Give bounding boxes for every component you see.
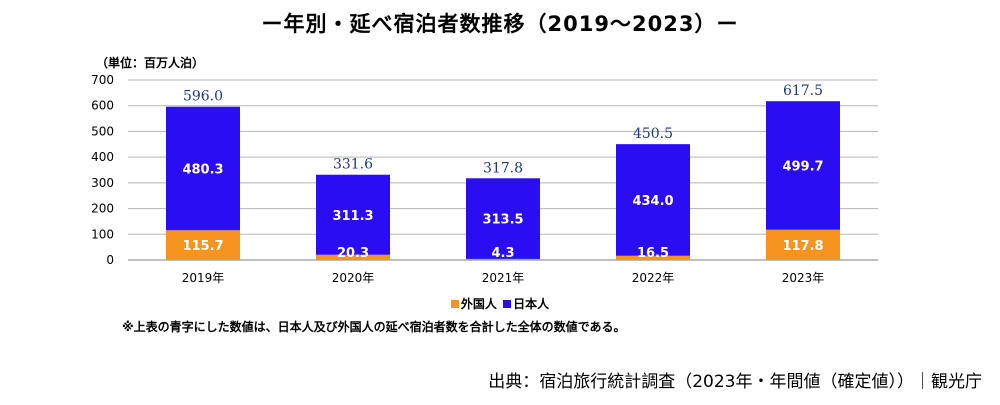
bar-segment-foreign — [466, 258, 540, 260]
data-label-japanese: 313.5 — [482, 213, 523, 228]
legend-item-japanese: 日本人 — [503, 295, 549, 312]
data-label-japanese: 311.3 — [332, 209, 373, 224]
y-tick-label: 600 — [91, 99, 114, 113]
bar-segment-japanese — [166, 106, 240, 231]
y-tick-label: 700 — [91, 73, 114, 87]
source-credit: 出典：宿泊旅行統計調査（2023年・年間値（確定値））｜観光庁 — [488, 372, 982, 392]
bar-chart: 0 100 200 300 400 500 600 700 115.7 480.3 596.0 201… — [91, 73, 878, 285]
chart-title: ー年別・延べ宿泊者数推移（2019～2023）ー — [261, 12, 739, 36]
x-tick-label: 2022年 — [632, 271, 675, 285]
legend: 外国人 日本人 — [0, 295, 1000, 312]
data-label-japanese: 434.0 — [632, 194, 673, 209]
legend-label-japanese: 日本人 — [513, 297, 550, 311]
bar-segment-japanese — [466, 178, 540, 259]
footnote: ※上表の青字にした数値は、日本人及び外国人の延べ宿泊者数を合計した全体の数値であ… — [122, 320, 626, 334]
bar-segment-japanese — [316, 174, 390, 255]
total-label: 596.0 — [183, 89, 223, 105]
bar-segment-japanese — [616, 144, 690, 256]
x-tick-label: 2019年 — [182, 271, 225, 285]
y-tick-label: 200 — [91, 202, 114, 216]
data-label-foreign: 16.5 — [637, 246, 669, 261]
legend-item-foreign: 外国人 — [450, 295, 497, 312]
y-tick-label: 500 — [91, 124, 114, 138]
total-label: 450.5 — [633, 126, 673, 142]
total-label: 331.6 — [333, 157, 373, 173]
x-tick-label: 2020年 — [332, 271, 375, 285]
data-label-foreign: 20.3 — [337, 246, 369, 261]
y-tick-label: 400 — [91, 150, 114, 164]
bar-segment-foreign — [616, 255, 690, 260]
data-label-foreign: 115.7 — [182, 239, 223, 254]
legend-swatch-japanese — [503, 299, 512, 308]
bar-segment-foreign — [166, 230, 240, 260]
legend-label-foreign: 外国人 — [460, 297, 497, 311]
x-tick-label: 2021年 — [482, 271, 525, 285]
y-tick-label: 0 — [106, 253, 114, 267]
data-label-foreign: 4.3 — [491, 246, 514, 261]
bar-segment-japanese — [766, 101, 840, 230]
data-label-foreign: 117.8 — [782, 239, 823, 254]
total-label: 317.8 — [483, 160, 523, 176]
data-label-japanese: 480.3 — [182, 162, 223, 177]
x-tick-label: 2023年 — [782, 271, 825, 285]
bar-segment-foreign — [766, 229, 840, 260]
y-tick-label: 300 — [91, 176, 114, 190]
unit-label: （単位：百万人泊） — [96, 56, 205, 70]
data-label-japanese: 499.7 — [782, 159, 823, 174]
legend-swatch-foreign — [450, 299, 459, 308]
y-tick-label: 100 — [91, 227, 114, 241]
bar-segment-foreign — [316, 254, 390, 260]
total-label: 617.5 — [783, 83, 823, 99]
